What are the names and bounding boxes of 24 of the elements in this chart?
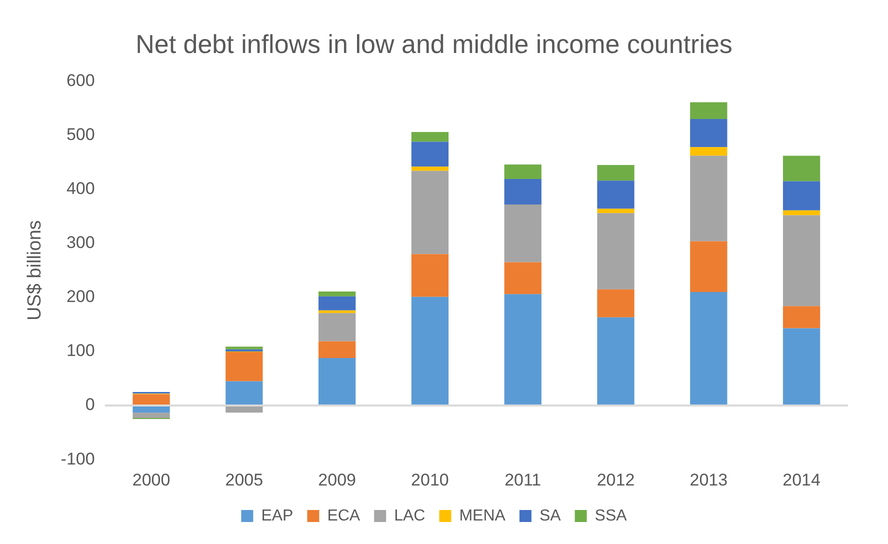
x-tick-label: 2011 (504, 470, 542, 490)
x-tick-label: 2005 (225, 470, 264, 490)
y-tick-label: 100 (66, 341, 95, 360)
legend-label: EAP (261, 507, 294, 524)
y-tick-label: 500 (66, 124, 95, 144)
y-tick-label: 200 (66, 287, 95, 306)
y-tick-label: 600 (66, 70, 95, 90)
x-tick-label: 2013 (690, 470, 728, 490)
x-tick-label: 2014 (782, 470, 820, 490)
x-tick-label: 2009 (318, 470, 356, 490)
legend-label: SSA (594, 507, 628, 524)
y-tick-label: 400 (66, 179, 95, 198)
legend-label: LAC (394, 507, 426, 524)
y-axis-title: US$ billions (24, 220, 46, 321)
y-tick-label: -100 (60, 449, 95, 468)
x-tick-label: 2012 (596, 470, 635, 490)
x-tick-label: 2010 (411, 470, 449, 490)
y-tick-label: 0 (85, 395, 95, 414)
legend-label: SA (539, 507, 562, 524)
y-tick-label: 300 (66, 233, 95, 252)
legend-label: MENA (459, 507, 506, 524)
x-tick-label: 2000 (132, 470, 170, 490)
chart-title: Net debt inflows in low and middle income countries (136, 28, 732, 59)
legend-label: ECA (327, 507, 360, 524)
